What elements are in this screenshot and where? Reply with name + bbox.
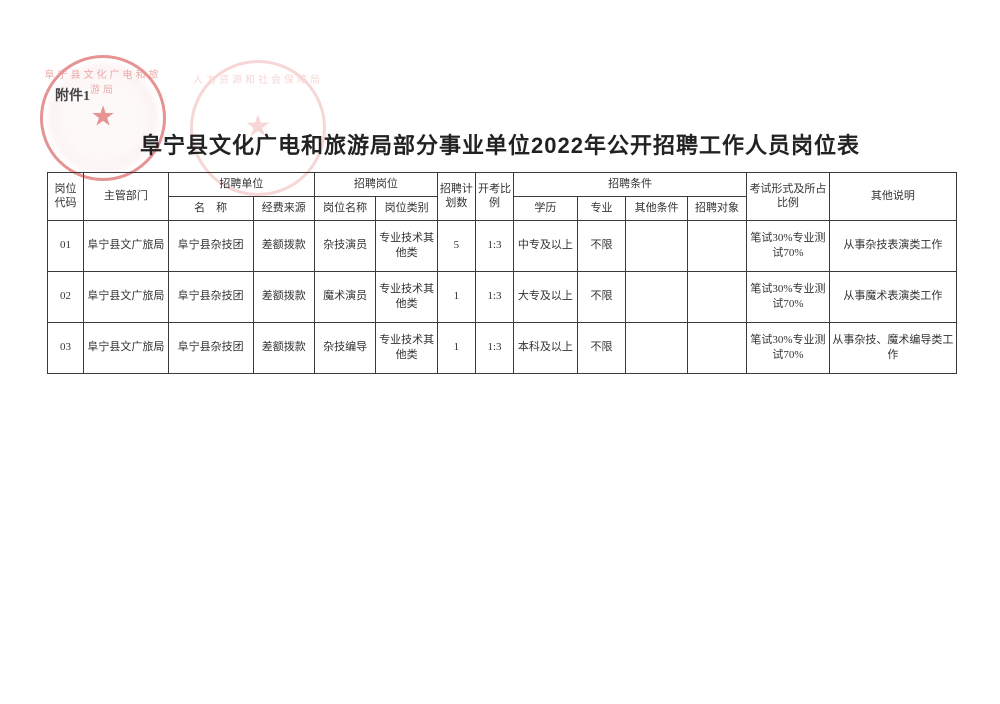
cell-code: 03 [48,322,84,373]
cell-unit: 阜宁县杂技团 [168,271,253,322]
cell-plan: 5 [437,220,475,271]
col-target: 招聘对象 [687,196,746,220]
cell-other-cond [626,322,687,373]
cell-plan: 1 [437,271,475,322]
cell-target [687,322,746,373]
col-cond-group: 招聘条件 [514,173,747,197]
col-ratio: 开考比例 [475,173,513,221]
col-edu: 学历 [514,196,578,220]
attachment-label: 附件1 [55,85,90,105]
cell-note: 从事杂技、魔术编导类工作 [829,322,956,373]
cell-ratio: 1:3 [475,322,513,373]
cell-unit: 阜宁县杂技团 [168,220,253,271]
cell-fund: 差额拨款 [253,271,314,322]
col-exam: 考试形式及所占比例 [747,173,830,221]
cell-major: 不限 [577,220,626,271]
cell-fund: 差额拨款 [253,322,314,373]
cell-other-cond [626,220,687,271]
col-post-group: 招聘岗位 [314,173,437,197]
table-row: 03 阜宁县文广旅局 阜宁县杂技团 差额拨款 杂技编导 专业技术其他类 1 1:… [48,322,957,373]
col-unit-name: 名 称 [168,196,253,220]
cell-post-type: 专业技术其他类 [376,271,437,322]
page: 附件1 阜宁县文化广电和旅游局部分事业单位2022年公开招聘工作人员岗位表 岗位… [0,0,1000,704]
table-row: 02 阜宁县文广旅局 阜宁县杂技团 差额拨款 魔术演员 专业技术其他类 1 1:… [48,271,957,322]
col-major: 专业 [577,196,626,220]
col-dept: 主管部门 [84,173,169,221]
cell-dept: 阜宁县文广旅局 [84,220,169,271]
page-title: 阜宁县文化广电和旅游局部分事业单位2022年公开招聘工作人员岗位表 [0,128,1000,160]
cell-ratio: 1:3 [475,220,513,271]
official-seal-1 [40,55,166,181]
cell-post-name: 杂技编导 [314,322,375,373]
cell-edu: 大专及以上 [514,271,578,322]
cell-exam: 笔试30%专业测试70% [747,322,830,373]
cell-dept: 阜宁县文广旅局 [84,322,169,373]
col-code: 岗位代码 [48,173,84,221]
cell-fund: 差额拨款 [253,220,314,271]
cell-edu: 本科及以上 [514,322,578,373]
cell-post-type: 专业技术其他类 [376,220,437,271]
cell-major: 不限 [577,271,626,322]
cell-code: 01 [48,220,84,271]
cell-post-name: 杂技演员 [314,220,375,271]
header-row-1: 岗位代码 主管部门 招聘单位 招聘岗位 招聘计划数 开考比例 招聘条件 考试形式… [48,173,957,197]
col-fund: 经费来源 [253,196,314,220]
cell-target [687,220,746,271]
cell-exam: 笔试30%专业测试70% [747,271,830,322]
recruitment-table: 岗位代码 主管部门 招聘单位 招聘岗位 招聘计划数 开考比例 招聘条件 考试形式… [47,172,957,374]
cell-dept: 阜宁县文广旅局 [84,271,169,322]
table-row: 01 阜宁县文广旅局 阜宁县杂技团 差额拨款 杂技演员 专业技术其他类 5 1:… [48,220,957,271]
table-body: 01 阜宁县文广旅局 阜宁县杂技团 差额拨款 杂技演员 专业技术其他类 5 1:… [48,220,957,373]
col-unit-group: 招聘单位 [168,173,314,197]
col-post-name: 岗位名称 [314,196,375,220]
cell-unit: 阜宁县杂技团 [168,322,253,373]
cell-edu: 中专及以上 [514,220,578,271]
cell-note: 从事魔术表演类工作 [829,271,956,322]
cell-plan: 1 [437,322,475,373]
cell-exam: 笔试30%专业测试70% [747,220,830,271]
cell-post-name: 魔术演员 [314,271,375,322]
col-note: 其他说明 [829,173,956,221]
cell-ratio: 1:3 [475,271,513,322]
col-post-type: 岗位类别 [376,196,437,220]
col-other-cond: 其他条件 [626,196,687,220]
cell-other-cond [626,271,687,322]
cell-post-type: 专业技术其他类 [376,322,437,373]
cell-code: 02 [48,271,84,322]
recruitment-table-wrap: 岗位代码 主管部门 招聘单位 招聘岗位 招聘计划数 开考比例 招聘条件 考试形式… [47,172,957,374]
cell-major: 不限 [577,322,626,373]
cell-note: 从事杂技表演类工作 [829,220,956,271]
col-plan: 招聘计划数 [437,173,475,221]
cell-target [687,271,746,322]
